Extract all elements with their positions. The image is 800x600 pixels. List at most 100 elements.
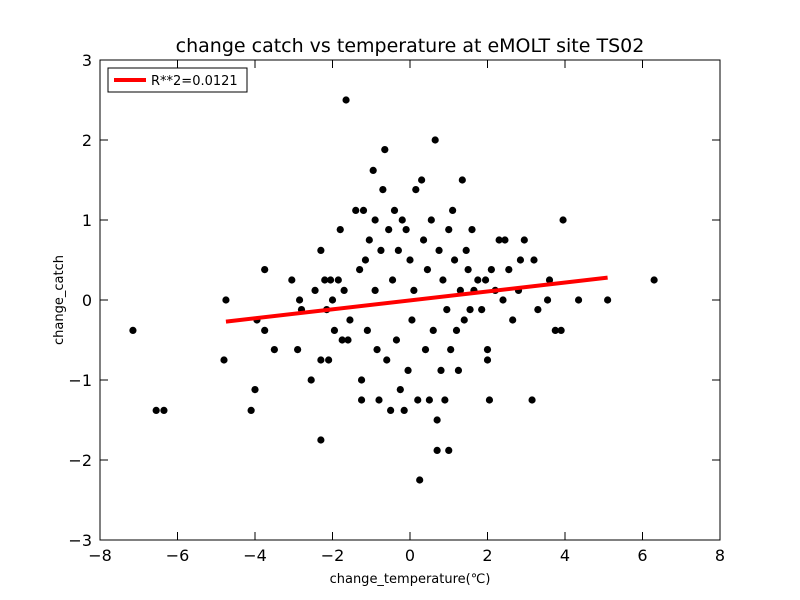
data-point [326, 276, 335, 284]
data-point [429, 326, 437, 334]
data-point [336, 226, 344, 234]
data-point [543, 296, 552, 304]
x-tick-label: 6 [637, 546, 647, 565]
data-point [152, 406, 160, 414]
data-point [559, 216, 567, 224]
data-point [404, 366, 412, 374]
data-point [462, 246, 470, 254]
data-point [220, 356, 228, 364]
data-point [427, 216, 435, 224]
data-point [416, 476, 424, 484]
data-point [485, 396, 494, 404]
data-point [454, 366, 463, 374]
data-point [464, 266, 472, 274]
data-point [478, 306, 486, 314]
x-tick-label: 2 [482, 546, 492, 565]
data-point [385, 226, 393, 234]
data-point [423, 266, 432, 274]
data-point [398, 216, 406, 224]
data-point [222, 296, 230, 304]
data-point [468, 226, 476, 234]
data-point [406, 256, 414, 264]
data-point [481, 276, 490, 284]
data-point [270, 346, 278, 354]
data-point [447, 346, 455, 354]
data-point [357, 376, 366, 384]
data-point [483, 346, 492, 354]
data-point [344, 336, 352, 344]
data-point [317, 356, 325, 364]
data-point [321, 276, 329, 284]
data-point [381, 146, 389, 154]
data-point [346, 316, 354, 324]
data-point [474, 276, 482, 284]
data-point [604, 296, 612, 304]
data-point [516, 256, 525, 264]
data-point [435, 246, 443, 254]
data-point [419, 236, 428, 244]
data-point [499, 296, 507, 304]
data-point [356, 266, 364, 274]
data-point [414, 396, 422, 404]
data-point [311, 286, 319, 294]
data-point [509, 316, 517, 324]
data-point [388, 276, 397, 284]
data-point [361, 256, 370, 264]
y-tick-label: 0 [82, 291, 92, 310]
data-point [445, 446, 453, 454]
data-point [400, 406, 408, 414]
data-point [377, 246, 385, 254]
data-point [450, 256, 459, 264]
data-point [251, 386, 259, 394]
data-point [390, 206, 399, 214]
data-point [373, 346, 381, 354]
data-point [357, 396, 366, 404]
data-point [505, 266, 513, 274]
data-point [431, 136, 439, 144]
data-point [412, 186, 420, 194]
data-point [408, 316, 416, 324]
data-point [458, 176, 466, 184]
data-point [433, 416, 441, 424]
data-point [487, 266, 495, 274]
data-point [460, 316, 468, 324]
data-point [352, 206, 360, 214]
data-point [437, 366, 445, 374]
x-tick-label: −8 [88, 546, 112, 565]
data-point [528, 396, 536, 404]
data-point [396, 386, 404, 394]
data-point [375, 396, 383, 404]
data-point [317, 436, 325, 444]
data-point [545, 276, 554, 284]
data-point [410, 286, 418, 294]
regression-line-layer [225, 275, 608, 324]
regression-line [225, 275, 608, 324]
data-point [359, 206, 368, 214]
data-point [247, 406, 255, 414]
data-point [483, 356, 492, 364]
y-tick-label: 2 [82, 131, 92, 150]
data-point [530, 256, 538, 264]
data-point [534, 306, 542, 314]
data-point [129, 326, 137, 334]
data-point [421, 346, 430, 354]
y-tick-label: −1 [68, 371, 92, 390]
data-point [307, 376, 315, 384]
data-point [466, 306, 474, 314]
x-tick-label: −6 [166, 546, 190, 565]
data-point [650, 276, 658, 284]
data-point [340, 286, 348, 294]
data-point [495, 236, 503, 244]
chart-title: change catch vs temperature at eMOLT sit… [176, 35, 645, 57]
data-point [439, 276, 447, 284]
data-point [456, 286, 464, 294]
data-point [445, 226, 453, 234]
data-point [330, 326, 339, 334]
data-point [295, 296, 304, 304]
data-point [441, 396, 449, 404]
data-point [443, 306, 451, 314]
x-tick-label: 0 [405, 546, 415, 565]
data-point [261, 266, 269, 274]
x-tick-label: 8 [715, 546, 725, 565]
